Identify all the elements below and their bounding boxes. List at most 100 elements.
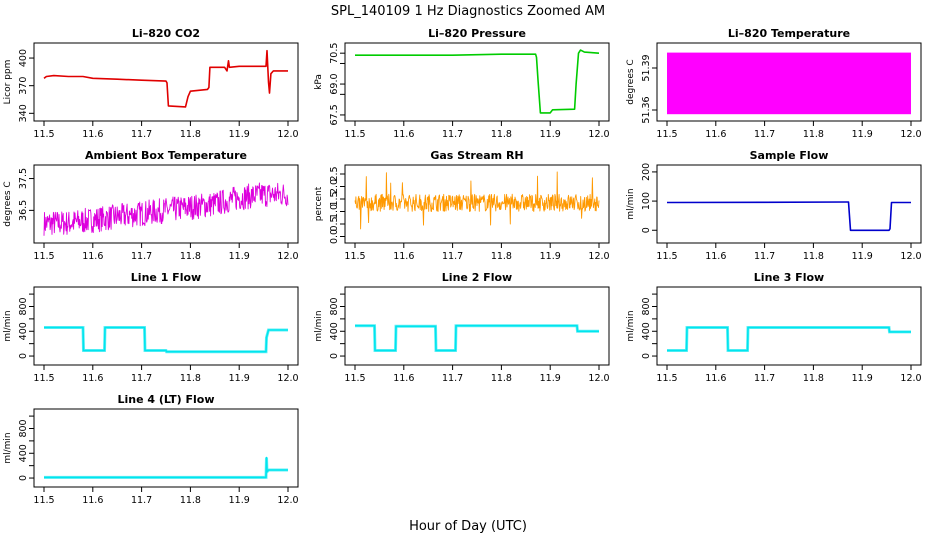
panel-title: Line 1 Flow	[131, 271, 201, 284]
panel-title: Li–820 CO2	[132, 27, 200, 40]
panel-title: Li–820 Temperature	[728, 27, 850, 40]
plot-frame	[656, 286, 922, 366]
y-tick-label: 36.5	[18, 200, 29, 221]
x-tick-label: 11.7	[442, 251, 463, 262]
x-tick-label: 11.9	[852, 373, 873, 384]
x-tick-label: 12.0	[588, 129, 609, 140]
y-tick-label: 0	[329, 353, 340, 359]
data-series	[355, 324, 599, 352]
data-series	[354, 171, 600, 230]
x-tick-label: 11.6	[705, 129, 726, 140]
panel-title: Ambient Box Temperature	[85, 149, 247, 162]
x-tick-label: 11.9	[229, 129, 250, 140]
data-series	[355, 49, 600, 114]
x-tick-label: 12.0	[900, 373, 921, 384]
plot-frame	[656, 42, 922, 122]
x-tick-label: 11.8	[491, 129, 512, 140]
y-tick-label: 800	[18, 297, 29, 315]
x-tick-label: 11.6	[82, 373, 103, 384]
data-band	[667, 52, 911, 115]
panel-10: Line 4 (LT) Flow ml/min 11.5 11.6 11.7 11.8 11…	[3, 393, 299, 506]
x-tick-label: 11.7	[131, 251, 152, 262]
x-tick-label: 12.0	[588, 373, 609, 384]
x-tick-label: 12.0	[277, 495, 298, 506]
panel-4: Ambient Box Temperature degrees C 11.5 11.6…	[3, 149, 299, 262]
y-tick-label: 67.5	[329, 104, 340, 125]
y-tick-label: 200	[641, 163, 652, 181]
data-series	[43, 49, 288, 108]
panel-2: Li–820 Pressure kPa 11.5 11.6 11.7 11.8 11.9 12…	[314, 27, 610, 140]
plot-frame	[33, 164, 299, 244]
y-axis-label: ml/min	[3, 432, 13, 463]
y-tick-label: 340	[18, 104, 29, 122]
y-axis-label: degrees C	[3, 181, 13, 226]
y-tick-label: 370	[18, 77, 29, 95]
x-tick-label: 11.8	[180, 495, 201, 506]
y-tick-label: 800	[329, 297, 340, 315]
data-series	[666, 201, 911, 232]
x-tick-label: 11.9	[540, 373, 561, 384]
plot-frame	[344, 42, 610, 122]
x-tick-label: 11.8	[803, 251, 824, 262]
y-axis-label: ml/min	[314, 310, 324, 341]
x-tick-label: 11.5	[344, 129, 365, 140]
x-tick-label: 11.9	[229, 495, 250, 506]
x-tick-label: 11.7	[754, 129, 775, 140]
y-tick-label: 69.0	[329, 73, 340, 94]
x-tick-label: 11.5	[344, 373, 365, 384]
x-tick-label: 11.5	[656, 373, 677, 384]
x-tick-label: 11.5	[656, 129, 677, 140]
y-tick-label: 100	[641, 192, 652, 210]
y-axis-label: ml/min	[3, 310, 13, 341]
x-tick-label: 11.7	[754, 251, 775, 262]
panel-6: Sample Flow ml/min 11.5 11.6 11.7 11.8 11.9 12.…	[626, 149, 922, 262]
plot-frame	[656, 164, 922, 244]
x-tick-label: 12.0	[588, 251, 609, 262]
x-tick-label: 11.7	[131, 373, 152, 384]
data-series	[44, 326, 288, 353]
panel-title: Sample Flow	[750, 149, 829, 162]
panel-1: Li–820 CO2 Licor ppm 11.5 11.6 11.7 11.8 11.9 1…	[3, 27, 299, 140]
plot-frame	[33, 286, 299, 366]
y-tick-label: 70.5	[329, 43, 340, 64]
panel-7: Line 1 Flow ml/min 11.5 11.6 11.7 11.8 11.9 12.…	[3, 271, 299, 384]
y-tick-label: 0.5	[329, 216, 340, 231]
x-tick-label: 12.0	[900, 251, 921, 262]
data-series	[44, 456, 288, 479]
y-tick-label: 400	[329, 322, 340, 340]
panel-title: Gas Stream RH	[430, 149, 523, 162]
plot-frame	[33, 42, 299, 122]
x-tick-label: 11.8	[180, 373, 201, 384]
x-tick-label: 11.7	[754, 373, 775, 384]
x-tick-label: 11.6	[705, 251, 726, 262]
y-tick-label: 800	[641, 297, 652, 315]
panel-title: Line 2 Flow	[442, 271, 512, 284]
y-axis-label: ml/min	[626, 310, 636, 341]
panel-5: Gas Stream RH percent 11.5 11.6 11.7 11.8 11.9…	[314, 149, 610, 262]
x-tick-label: 11.8	[491, 251, 512, 262]
x-tick-label: 11.5	[33, 495, 54, 506]
x-tick-label: 12.0	[277, 373, 298, 384]
y-tick-label: 1.0	[329, 204, 340, 219]
x-tick-label: 11.8	[180, 129, 201, 140]
x-tick-label: 11.8	[491, 373, 512, 384]
figure-title: SPL_140109 1 Hz Diagnostics Zoomed AM	[331, 4, 605, 19]
x-tick-label: 11.5	[33, 129, 54, 140]
plot-frame	[344, 164, 610, 244]
x-tick-label: 11.9	[229, 251, 250, 262]
panel-9: Line 3 Flow ml/min 11.5 11.6 11.7 11.8 11.9 12.…	[626, 271, 922, 384]
panel-3: Li–820 Temperature degrees C 11.5 11.6 11.7 1…	[626, 27, 922, 140]
data-series	[43, 182, 289, 236]
y-tick-label: 400	[641, 322, 652, 340]
x-axis-label: Hour of Day (UTC)	[409, 519, 527, 534]
y-tick-label: 51.39	[641, 54, 652, 81]
panel-title: Line 3 Flow	[754, 271, 824, 284]
y-tick-label: 800	[18, 419, 29, 437]
x-tick-label: 11.9	[540, 129, 561, 140]
x-tick-label: 12.0	[277, 129, 298, 140]
data-series-band	[44, 457, 288, 479]
plot-frame	[344, 286, 610, 366]
x-tick-label: 11.5	[33, 373, 54, 384]
y-tick-label: 37.5	[18, 168, 29, 189]
